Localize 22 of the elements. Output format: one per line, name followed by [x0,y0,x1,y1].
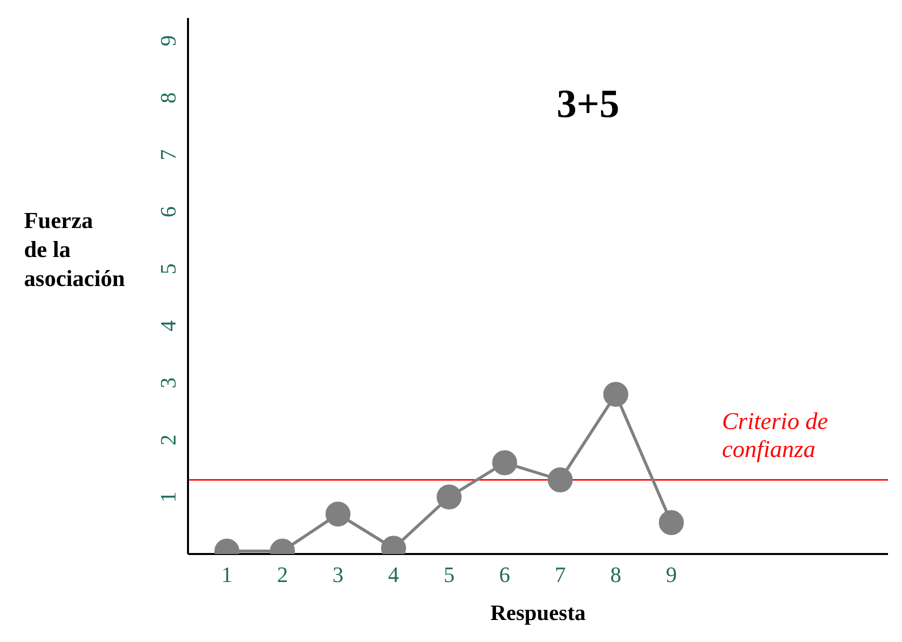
x-tick-label: 3 [332,562,344,587]
y-tick-label: 9 [156,35,180,46]
x-tick-label: 5 [444,562,455,587]
y-tick-label: 8 [156,92,180,104]
x-tick-label: 1 [221,562,232,587]
y-axis-title: Fuerza de la asociación [24,207,125,293]
ref-line-label: Criterio de confianza [722,408,829,464]
y-tick-label: 2 [156,434,180,446]
y-tick-label: 3 [156,377,180,388]
y-tick-label: 4 [156,320,180,332]
x-tick-label: 9 [666,562,677,587]
x-axis-title: Respuesta [490,600,586,625]
x-tick-label: 2 [276,562,288,587]
y-tick-label: 5 [156,263,180,274]
text: 3+5 [556,80,620,127]
y-tick-label: 7 [156,149,180,160]
x-tick-label: 6 [499,562,510,587]
y-tick-label: 1 [156,491,180,502]
y-tick-label: 6 [156,206,180,218]
x-tick-label: 4 [388,562,400,587]
x-tick-label: 7 [554,562,566,587]
x-tick-label: 8 [610,562,622,587]
